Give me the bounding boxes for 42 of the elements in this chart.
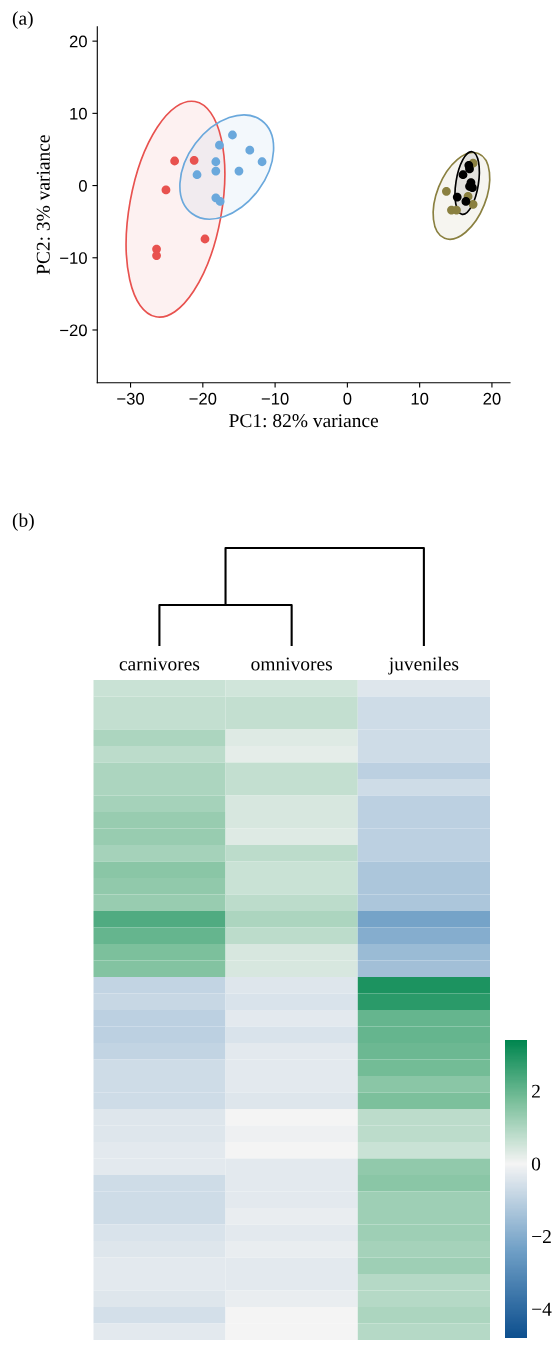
x-tick-label: 10 [411, 392, 429, 405]
point [215, 140, 224, 150]
point [245, 145, 255, 155]
x-tick-label: 0 [343, 392, 352, 405]
point [189, 155, 199, 165]
y-tick-label: −10 [60, 252, 87, 264]
x-tick-label: −20 [189, 392, 217, 405]
point [452, 192, 462, 202]
x-axis-title: PC1: 82% variance [229, 414, 379, 428]
point [452, 205, 461, 215]
point [442, 186, 451, 196]
x-tick-label: carnivores [119, 657, 200, 671]
text: (b) [12, 513, 34, 531]
x-tick-label: 20 [483, 392, 501, 405]
point [152, 251, 161, 260]
y-axis-title: PC2: 3% variance [36, 135, 50, 275]
point [211, 157, 221, 167]
y-tick-label: −20 [60, 324, 87, 337]
point [228, 130, 237, 140]
color-bar-label: 2 [532, 1084, 540, 1098]
point [215, 197, 225, 206]
x-tick-label: −10 [261, 392, 289, 405]
point [461, 197, 471, 206]
point [200, 234, 210, 244]
x-tick-label: juveniles [388, 656, 459, 675]
color-bar-label: −2 [532, 1230, 551, 1243]
color-bar-label: −4 [532, 1302, 552, 1316]
point [170, 156, 180, 166]
color-bar-label: 0 [531, 1157, 541, 1171]
y-tick-label: 0 [78, 179, 87, 192]
point [211, 166, 221, 176]
point [192, 170, 202, 180]
y-tick-label: 20 [69, 35, 87, 48]
point [257, 157, 267, 167]
point [161, 185, 171, 195]
text: (a) [12, 11, 33, 29]
point [458, 170, 468, 180]
point [468, 199, 478, 209]
y-tick-label: 10 [70, 107, 87, 120]
x-tick-label: omnivores [251, 657, 332, 671]
point [234, 166, 244, 176]
x-tick-label: −30 [117, 392, 145, 405]
